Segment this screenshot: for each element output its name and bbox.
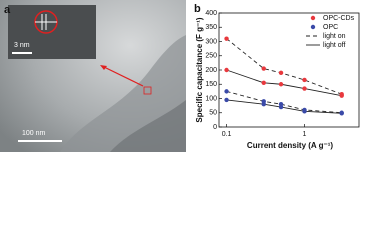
data-point bbox=[261, 102, 266, 107]
x-tick-label: 0.1 bbox=[222, 131, 232, 138]
data-point bbox=[302, 109, 307, 114]
page: {"image_panel": {"panel_label": "a", "in… bbox=[0, 0, 360, 152]
x-tick-label: 1 bbox=[303, 131, 307, 138]
y-tick-label: 100 bbox=[205, 95, 217, 102]
data-point bbox=[278, 104, 284, 110]
y-tick-label: 400 bbox=[205, 10, 217, 17]
y-tick-label: 200 bbox=[205, 67, 217, 74]
selection-box bbox=[143, 86, 152, 95]
tem-image: 3 nm 100 nm a bbox=[0, 0, 186, 152]
y-tick-label: 0 bbox=[213, 124, 217, 131]
legend-marker bbox=[310, 24, 316, 30]
data-point bbox=[224, 97, 229, 103]
figure: 3 nm 100 nm a b Current density (A g⁻¹) … bbox=[0, 0, 360, 152]
chart: b Current density (A g⁻¹) Specific capac… bbox=[194, 3, 360, 150]
y-tick-label: 300 bbox=[205, 38, 217, 45]
legend-label: OPC bbox=[323, 24, 338, 31]
data-point bbox=[224, 67, 229, 73]
x-axis-label: Current density (A g⁻¹) bbox=[247, 141, 333, 150]
data-point bbox=[302, 77, 307, 83]
y-axis-label: Specific capacitance (F g⁻¹) bbox=[195, 17, 204, 122]
arrow bbox=[101, 65, 144, 87]
series-line bbox=[226, 69, 342, 97]
arrow-head bbox=[100, 65, 107, 70]
inset-scale: 3 nm bbox=[14, 42, 30, 49]
data-point bbox=[224, 36, 229, 41]
y-tick-label: 50 bbox=[209, 110, 217, 117]
data-point bbox=[339, 111, 344, 116]
legend-marker bbox=[310, 15, 316, 21]
data-point bbox=[278, 82, 284, 87]
legend-label: light on bbox=[323, 33, 346, 40]
y-tick-label: 350 bbox=[205, 24, 217, 31]
scale-label: 100 nm bbox=[22, 130, 46, 137]
panel-label: b bbox=[194, 3, 201, 15]
data-point bbox=[261, 66, 266, 71]
data-point bbox=[339, 93, 344, 98]
data-point bbox=[224, 89, 229, 94]
legend-label: OPC-CDs bbox=[323, 15, 355, 22]
data-point bbox=[278, 70, 284, 76]
tem-particle bbox=[110, 100, 186, 152]
y-tick-label: 150 bbox=[205, 81, 217, 88]
data-point bbox=[302, 86, 307, 91]
y-tick-label: 250 bbox=[205, 53, 217, 60]
data-point bbox=[261, 80, 266, 86]
legend-label: light off bbox=[323, 42, 345, 49]
panel-label: a bbox=[4, 4, 11, 16]
